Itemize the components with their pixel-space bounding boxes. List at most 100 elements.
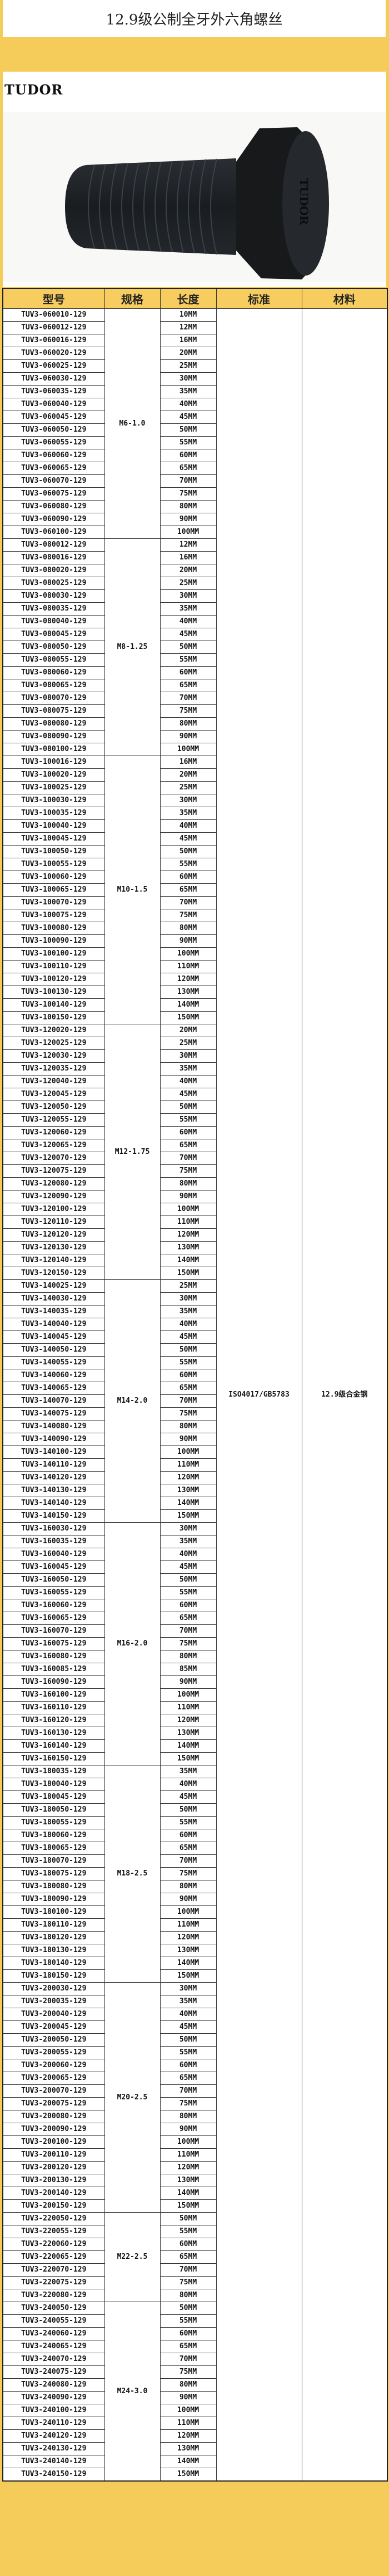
table-row: TUV3-120065-129 65MM [2, 1139, 387, 1152]
table-row: TUV3-120140-129 140MM [2, 1254, 387, 1267]
length-cell: 70MM [159, 2263, 217, 2277]
table-row: TUV3-100110-129 110MM [2, 960, 387, 973]
table-row: TUV3-140090-129 90MM [2, 1433, 387, 1446]
model-cell: TUV3-140100-129 [2, 1445, 105, 1459]
model-cell: TUV3-200050-129 [2, 2033, 105, 2047]
product-photo-panel: TUDOR TUDOR [3, 72, 386, 287]
length-cell: 130MM [159, 1727, 217, 1740]
length-cell: 110MM [159, 1216, 217, 1229]
length-cell: 80MM [159, 500, 217, 513]
table-row: TUV3-100016-129 M10-1.5 16MM [2, 756, 387, 1024]
model-cell: TUV3-180090-129 [2, 1893, 105, 1906]
table-row: TUV3-100120-129 120MM [2, 973, 387, 986]
length-cell: 75MM [159, 1164, 217, 1178]
model-cell: TUV3-080065-129 [2, 679, 105, 692]
model-cell: TUV3-060010-129 [2, 308, 105, 322]
table-row: TUV3-200090-129 90MM [2, 2123, 387, 2136]
table-row: TUV3-080100-129 100MM [2, 743, 387, 756]
model-cell: TUV3-120140-129 [2, 1254, 105, 1267]
length-cell: 65MM [159, 679, 217, 692]
length-cell: 70MM [159, 2084, 217, 2098]
spec-cell: M6-1.0 [104, 308, 161, 539]
length-cell: 80MM [159, 1420, 217, 1433]
table-row: TUV3-060016-129 16MM [2, 334, 387, 347]
brand-label: TUDOR [4, 82, 63, 98]
table-row: TUV3-100065-129 65MM [2, 883, 387, 897]
model-cell: TUV3-240065-129 [2, 2340, 105, 2353]
model-cell: TUV3-180040-129 [2, 1778, 105, 1791]
model-cell: TUV3-080060-129 [2, 666, 105, 679]
model-cell: TUV3-060055-129 [2, 436, 105, 449]
table-row: TUV3-140130-129 130MM [2, 1484, 387, 1497]
model-cell: TUV3-240110-129 [2, 2417, 105, 2430]
length-cell: 65MM [159, 1382, 217, 1395]
table-row: TUV3-200055-129 55MM [2, 2046, 387, 2059]
length-cell: 50MM [159, 845, 217, 858]
length-cell: 60MM [159, 2238, 217, 2251]
model-cell: TUV3-080050-129 [2, 641, 105, 654]
model-cell: TUV3-140080-129 [2, 1420, 105, 1433]
model-cell: TUV3-060065-129 [2, 462, 105, 475]
table-row: TUV3-180055-129 55MM [2, 1816, 387, 1829]
length-cell: 90MM [159, 934, 217, 948]
length-cell: 35MM [159, 1062, 217, 1076]
table-row: TUV3-120150-129 150MM [2, 1267, 387, 1280]
table-row: TUV3-120045-129 45MM [2, 1088, 387, 1101]
table-row: TUV3-180070-129 70MM [2, 1854, 387, 1868]
model-cell: TUV3-080100-129 [2, 743, 105, 756]
model-cell: TUV3-200035-129 [2, 1995, 105, 2008]
length-cell: 140MM [159, 2455, 217, 2468]
model-cell: TUV3-160050-129 [2, 1573, 105, 1587]
model-cell: TUV3-140070-129 [2, 1394, 105, 1408]
model-cell: TUV3-100070-129 [2, 896, 105, 909]
length-cell: 110MM [159, 2148, 217, 2162]
model-cell: TUV3-100030-129 [2, 794, 105, 807]
model-cell: TUV3-220065-129 [2, 2250, 105, 2264]
length-cell: 100MM [159, 1203, 217, 1216]
model-cell: TUV3-060020-129 [2, 347, 105, 360]
table-row: TUV3-060025-129 25MM [2, 359, 387, 373]
length-cell: 80MM [159, 717, 217, 731]
model-cell: TUV3-200070-129 [2, 2084, 105, 2098]
model-cell: TUV3-200045-129 [2, 2020, 105, 2034]
table-row: TUV3-100150-129 150MM [2, 1011, 387, 1024]
model-cell: TUV3-060030-129 [2, 372, 105, 386]
material-cell: 12.9级合金钢 [301, 308, 388, 2482]
model-cell: TUV3-240100-129 [2, 2404, 105, 2417]
length-cell: 50MM [159, 2212, 217, 2225]
length-cell: 140MM [159, 1254, 217, 1267]
table-row: TUV3-180075-129 75MM [2, 1867, 387, 1880]
model-cell: TUV3-100100-129 [2, 947, 105, 961]
model-cell: TUV3-200065-129 [2, 2072, 105, 2085]
header-spec: 规格 [104, 288, 161, 309]
length-cell: 140MM [159, 998, 217, 1012]
length-cell: 20MM [159, 1024, 217, 1037]
model-cell: TUV3-180035-129 [2, 1765, 105, 1778]
model-cell: TUV3-220060-129 [2, 2238, 105, 2251]
spec-cell: M16-2.0 [104, 1522, 161, 1765]
table-row: TUV3-060020-129 20MM [2, 347, 387, 360]
model-cell: TUV3-080020-129 [2, 564, 105, 577]
length-cell: 30MM [159, 1292, 217, 1305]
table-row: TUV3-180120-129 120MM [2, 1931, 387, 1944]
model-cell: TUV3-160055-129 [2, 1586, 105, 1599]
model-cell: TUV3-220050-129 [2, 2212, 105, 2225]
length-cell: 140MM [159, 1497, 217, 1510]
table-row: TUV3-060040-129 40MM [2, 398, 387, 411]
model-cell: TUV3-200060-129 [2, 2059, 105, 2072]
table-row: TUV3-240140-129 140MM [2, 2455, 387, 2468]
length-cell: 60MM [159, 1369, 217, 1382]
model-cell: TUV3-220080-129 [2, 2289, 105, 2302]
length-cell: 65MM [159, 462, 217, 475]
length-cell: 45MM [159, 1790, 217, 1804]
model-cell: TUV3-240130-129 [2, 2442, 105, 2455]
table-row: TUV3-080016-129 16MM [2, 551, 387, 564]
table-row: TUV3-080012-129 M8-1.25 12MM [2, 538, 387, 756]
table-row: TUV3-100075-129 75MM [2, 909, 387, 922]
model-cell: TUV3-180150-129 [2, 1969, 105, 1983]
table-row: TUV3-200150-129 150MM [2, 2199, 387, 2213]
length-cell: 45MM [159, 411, 217, 424]
length-cell: 25MM [159, 1279, 217, 1293]
standard-cell: ISO4017/GB5783 [216, 308, 302, 2482]
model-cell: TUV3-140045-129 [2, 1330, 105, 1344]
